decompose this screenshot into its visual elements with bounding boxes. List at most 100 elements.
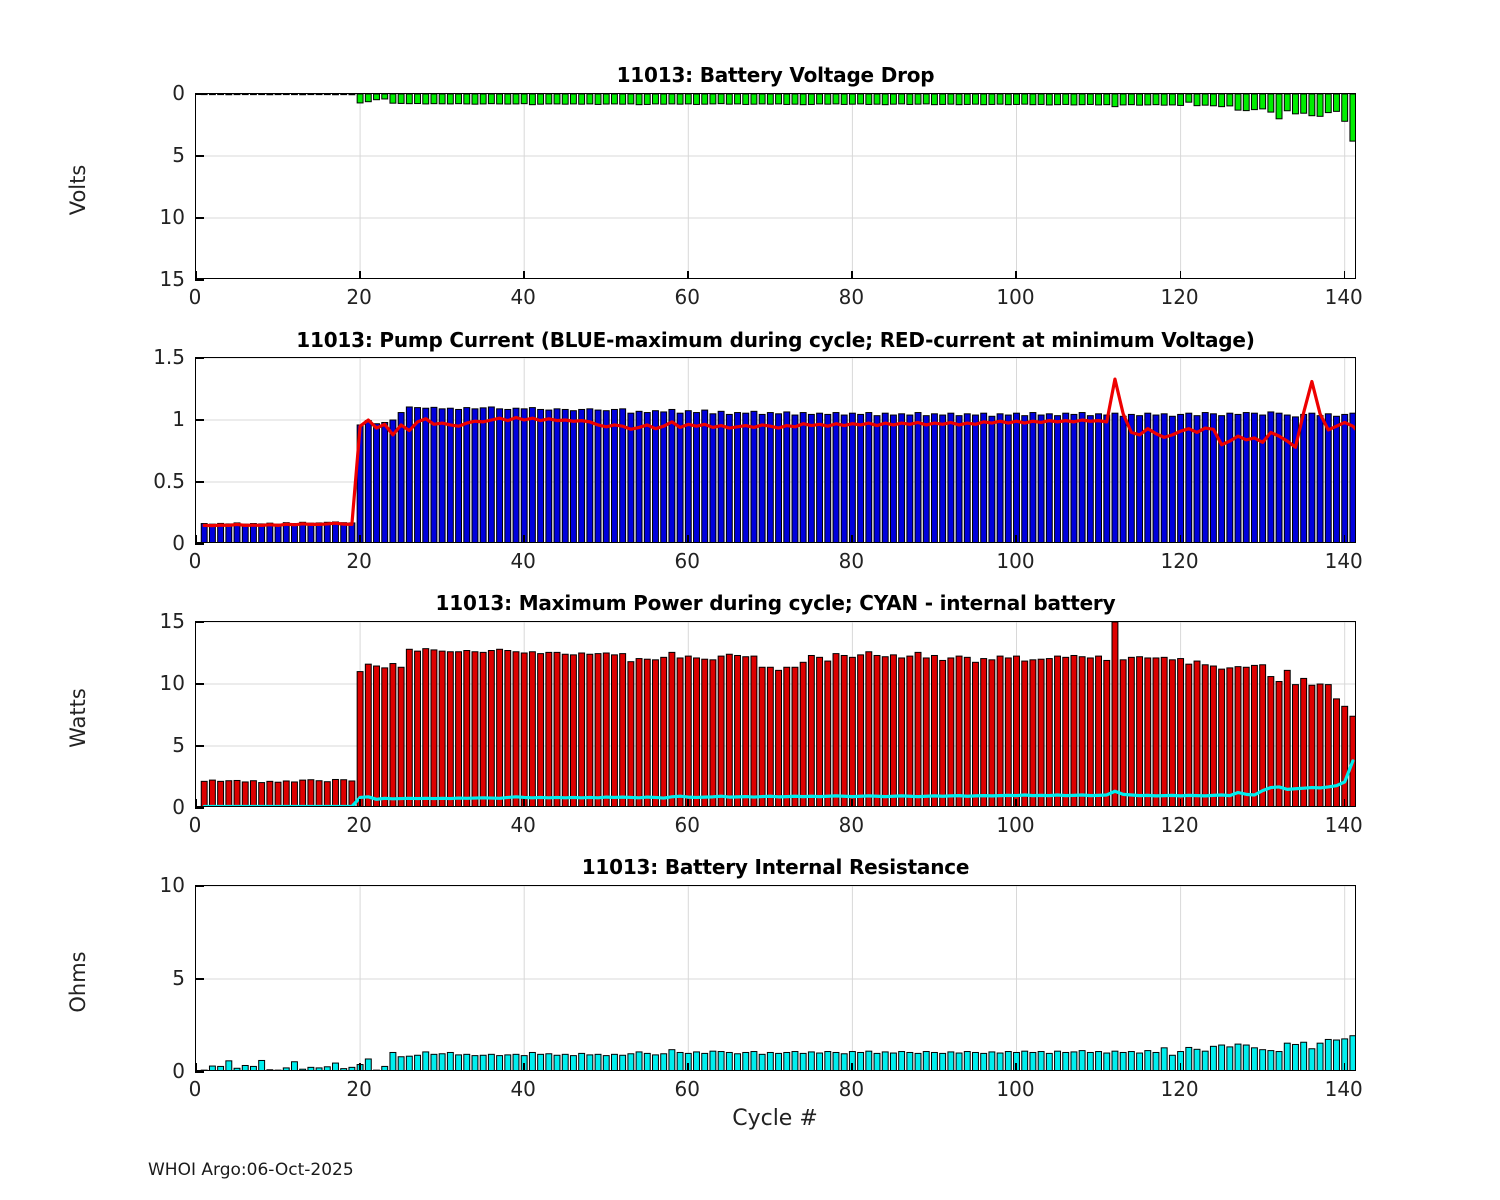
y-tick-label: 15 — [159, 609, 185, 633]
x-tick-label: 140 — [1324, 813, 1363, 837]
x-tick-mark — [359, 535, 361, 543]
y-tick-mark — [195, 217, 204, 219]
x-tick-mark — [851, 535, 853, 543]
x-tick-mark — [851, 271, 853, 279]
panel-pump-current: 11013: Pump Current (BLUE-maximum during… — [195, 328, 1356, 543]
y-axis-label-ohms: Ohms — [66, 951, 90, 1013]
x-tick-label: 40 — [510, 813, 536, 837]
x-tick-label: 100 — [996, 1077, 1035, 1101]
y-tick-mark — [195, 93, 204, 95]
y-tick-mark — [195, 683, 204, 685]
y-tick-label: 1.5 — [153, 345, 185, 369]
y-tick-label: 10 — [159, 205, 185, 229]
x-tick-label: 20 — [346, 549, 372, 573]
x-tick-label: 40 — [510, 1077, 536, 1101]
x-tick-label: 100 — [996, 285, 1035, 309]
y-tick-label: 0 — [172, 81, 185, 105]
x-tick-label: 60 — [674, 813, 701, 837]
plot-svg-maximum-power — [196, 622, 1355, 806]
x-tick-mark — [523, 535, 525, 543]
x-tick-mark — [851, 799, 853, 807]
y-tick-mark — [195, 279, 204, 281]
x-tick-mark — [1015, 271, 1017, 279]
y-tick-label: 0 — [172, 531, 185, 555]
y-tick-mark — [195, 885, 204, 887]
plot-area-maximum-power — [195, 621, 1356, 807]
plot-area-pump-current — [195, 357, 1356, 543]
panel-title-voltage-drop: 11013: Battery Voltage Drop — [616, 63, 935, 87]
y-tick-label: 5 — [172, 966, 185, 990]
y-tick-label: 5 — [172, 733, 185, 757]
x-axis-label-cycle: Cycle # — [732, 1106, 818, 1131]
x-tick-label: 20 — [346, 813, 372, 837]
x-tick-label: 60 — [674, 1077, 701, 1101]
x-tick-mark — [687, 799, 689, 807]
x-tick-label: 120 — [1160, 285, 1199, 309]
y-tick-label: 0.5 — [153, 469, 185, 493]
x-tick-label: 80 — [838, 549, 865, 573]
x-tick-mark — [851, 1063, 853, 1071]
x-tick-mark — [523, 271, 525, 279]
x-tick-label: 0 — [188, 813, 202, 837]
plot-svg-pump-current — [196, 358, 1355, 542]
x-tick-mark — [687, 535, 689, 543]
x-tick-label: 140 — [1324, 549, 1363, 573]
x-tick-mark — [359, 799, 361, 807]
plot-svg-voltage-drop — [196, 94, 1355, 278]
x-tick-mark — [1179, 535, 1182, 543]
plot-area-internal-resistance — [195, 885, 1356, 1071]
x-tick-label: 0 — [188, 1077, 202, 1101]
y-tick-label: 0 — [172, 1059, 185, 1083]
x-tick-label: 100 — [996, 549, 1035, 573]
y-tick-mark — [195, 357, 204, 359]
x-tick-label: 60 — [674, 285, 701, 309]
x-tick-label: 20 — [346, 285, 372, 309]
y-tick-mark — [195, 543, 204, 545]
panel-title-maximum-power: 11013: Maximum Power during cycle; CYAN … — [435, 591, 1116, 615]
y-tick-mark — [195, 1071, 204, 1073]
panel-internal-resistance: 11013: Battery Internal Resistance — [195, 855, 1356, 1071]
x-tick-mark — [523, 799, 525, 807]
x-tick-label: 40 — [510, 285, 536, 309]
x-tick-mark — [1343, 535, 1346, 543]
y-axis-label-volts: Volts — [66, 164, 90, 216]
panel-title-pump-current: 11013: Pump Current (BLUE-maximum during… — [296, 328, 1255, 352]
x-tick-label: 20 — [346, 1077, 372, 1101]
x-tick-label: 80 — [838, 1077, 865, 1101]
y-tick-mark — [195, 481, 204, 483]
x-tick-label: 140 — [1324, 1077, 1363, 1101]
x-tick-label: 100 — [996, 813, 1035, 837]
x-tick-mark — [1179, 271, 1182, 279]
x-tick-mark — [1343, 271, 1346, 279]
y-tick-label: 15 — [159, 267, 185, 291]
x-tick-label: 0 — [188, 285, 202, 309]
plot-area-voltage-drop — [195, 93, 1356, 279]
x-tick-mark — [523, 1063, 525, 1071]
figure-footer: WHOI Argo:06-Oct-2025 — [148, 1160, 354, 1180]
x-tick-label: 80 — [838, 813, 865, 837]
y-tick-mark — [195, 621, 204, 623]
y-tick-mark — [195, 419, 204, 421]
x-tick-mark — [195, 1063, 197, 1071]
panel-maximum-power: 11013: Maximum Power during cycle; CYAN … — [195, 591, 1356, 807]
x-tick-mark — [359, 271, 361, 279]
x-tick-label: 40 — [510, 549, 536, 573]
x-tick-mark — [1015, 535, 1017, 543]
y-tick-label: 5 — [172, 143, 185, 167]
x-tick-label: 120 — [1160, 1077, 1199, 1101]
x-tick-mark — [195, 271, 197, 279]
x-tick-mark — [195, 799, 197, 807]
x-tick-mark — [1179, 799, 1182, 807]
y-axis-label-watts: Watts — [66, 688, 90, 748]
x-tick-label: 80 — [838, 285, 865, 309]
x-tick-mark — [1015, 1063, 1017, 1071]
y-tick-label: 0 — [172, 795, 185, 819]
y-tick-mark — [195, 745, 204, 747]
x-tick-label: 120 — [1160, 549, 1199, 573]
x-tick-mark — [1343, 1063, 1346, 1071]
x-tick-label: 120 — [1160, 813, 1199, 837]
x-tick-mark — [687, 271, 689, 279]
x-tick-label: 60 — [674, 549, 701, 573]
y-tick-label: 10 — [159, 671, 185, 695]
